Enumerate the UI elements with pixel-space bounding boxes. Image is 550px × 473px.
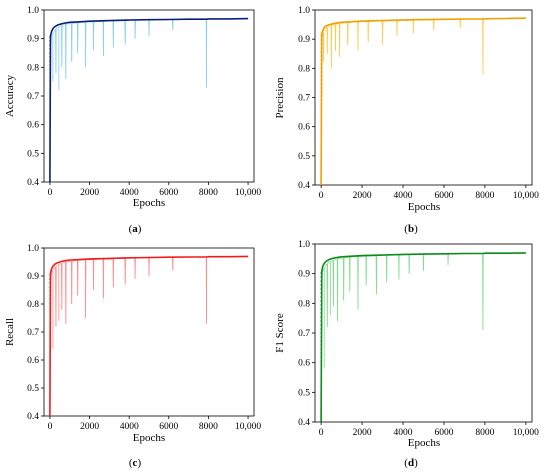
y-axis: 0.4 0.5 0.6 0.7 0.8 0.9 1.0 — [27, 6, 44, 188]
x-tick-label: 8000 — [199, 422, 218, 432]
y-tick-label: 0.7 — [27, 92, 39, 102]
y-tick-label: 0.9 — [27, 35, 39, 45]
smoothed-series-line — [49, 17, 249, 183]
x-tick-label: 10,000 — [513, 428, 539, 438]
y-tick-label: 1.0 — [298, 240, 310, 250]
panel-a: 0.4 0.5 0.6 0.7 0.8 0.9 1.0 0 2000 4000 6000 8000 1… — [4, 6, 261, 235]
x-tick-label: 10,000 — [235, 188, 261, 198]
x-tick-label: 8000 — [475, 191, 494, 201]
y-tick-label: 0.8 — [27, 300, 39, 310]
y-axis: 0.4 0.5 0.6 0.7 0.8 0.9 1.0 — [27, 244, 44, 422]
panel-c: 0.4 0.5 0.6 0.7 0.8 0.9 1.0 0 2000 4000 6000 8000 1… — [4, 244, 261, 469]
y-tick-label: 1.0 — [27, 6, 39, 16]
x-tick-label: 0 — [319, 191, 324, 201]
y-axis: 0.4 0.5 0.6 0.7 0.8 0.9 1.0 — [298, 240, 315, 428]
y-tick-label: 0.7 — [298, 329, 310, 339]
series-marks — [320, 17, 526, 186]
y-tick-label: 0.9 — [27, 272, 39, 282]
x-tick-label: 6000 — [159, 422, 178, 432]
y-tick-label: 0.6 — [27, 356, 39, 366]
x-tick-label: 2000 — [353, 428, 372, 438]
x-axis: 0 2000 4000 6000 8000 10,000 — [48, 416, 261, 432]
x-axis-label: Epochs — [408, 437, 440, 449]
plot-frame — [43, 9, 255, 183]
x-tick-label: 4000 — [120, 422, 139, 432]
x-axis-label: Epochs — [408, 201, 440, 213]
y-tick-label: 0.7 — [27, 328, 39, 338]
y-tick-label: 0.5 — [298, 388, 310, 398]
panel-b: 0.4 0.5 0.6 0.7 0.8 0.9 1.0 0 2000 4000 6000 8000 1… — [274, 6, 539, 235]
smoothed-series-line — [49, 255, 249, 417]
panel-caption: (b) — [404, 223, 418, 235]
panel-caption: (d) — [404, 457, 418, 469]
x-tick-label: 6000 — [434, 191, 453, 201]
series-marks — [320, 252, 526, 423]
x-tick-label: 2000 — [80, 422, 99, 432]
y-tick-label: 0.5 — [27, 384, 39, 394]
y-tick-label: 0.8 — [298, 299, 310, 309]
x-axis-label: Epochs — [133, 432, 165, 444]
x-tick-label: 2000 — [80, 188, 99, 198]
y-tick-label: 0.7 — [298, 94, 310, 104]
y-axis: 0.4 0.5 0.6 0.7 0.8 0.9 1.0 — [298, 6, 315, 191]
x-tick-label: 6000 — [434, 428, 453, 438]
x-tick-label: 10,000 — [235, 422, 261, 432]
y-tick-label: 0.8 — [27, 63, 39, 73]
panel-d: 0.4 0.5 0.6 0.7 0.8 0.9 1.0 0 2000 4000 6000 8000 1… — [274, 240, 539, 469]
y-tick-label: 1.0 — [298, 6, 310, 16]
x-axis: 0 2000 4000 6000 8000 10,000 — [319, 422, 539, 438]
y-tick-label: 0.5 — [27, 149, 39, 159]
x-axis-label: Epochs — [133, 197, 165, 209]
x-axis: 0 2000 4000 6000 8000 10,000 — [48, 182, 261, 198]
y-tick-label: 1.0 — [27, 244, 39, 254]
x-tick-label: 4000 — [394, 191, 413, 201]
plot-frame — [314, 243, 533, 423]
series-marks — [49, 17, 249, 183]
smoothed-series-line — [320, 17, 526, 186]
plot-frame — [314, 9, 533, 186]
y-tick-label: 0.4 — [27, 178, 39, 188]
x-tick-label: 4000 — [394, 428, 413, 438]
y-tick-label: 0.4 — [27, 412, 39, 422]
y-tick-label: 0.9 — [298, 270, 310, 280]
x-tick-label: 8000 — [475, 428, 494, 438]
y-tick-label: 0.6 — [298, 123, 310, 133]
x-tick-label: 0 — [319, 428, 324, 438]
y-tick-label: 0.9 — [298, 35, 310, 45]
y-tick-label: 0.4 — [298, 181, 310, 191]
x-tick-label: 8000 — [199, 188, 218, 198]
x-axis: 0 2000 4000 6000 8000 10,000 — [319, 185, 539, 201]
x-tick-label: 0 — [48, 188, 53, 198]
x-tick-label: 0 — [48, 422, 53, 432]
y-axis-label: Accuracy — [4, 74, 16, 117]
smoothed-series-line — [320, 252, 526, 423]
y-axis-label: Recall — [4, 318, 16, 346]
x-tick-label: 6000 — [159, 188, 178, 198]
y-axis-label: Precision — [274, 77, 286, 118]
y-tick-label: 0.5 — [298, 152, 310, 162]
x-tick-label: 2000 — [353, 191, 372, 201]
series-marks — [49, 255, 249, 417]
x-tick-label: 10,000 — [513, 191, 539, 201]
y-tick-label: 0.6 — [27, 121, 39, 131]
y-tick-label: 0.4 — [298, 418, 310, 428]
x-tick-label: 4000 — [120, 188, 139, 198]
y-axis-label: F1 Score — [274, 313, 286, 353]
panel-caption: (c) — [129, 457, 142, 469]
panel-caption: (a) — [129, 223, 142, 235]
y-tick-label: 0.6 — [298, 359, 310, 369]
y-tick-label: 0.8 — [298, 64, 310, 74]
